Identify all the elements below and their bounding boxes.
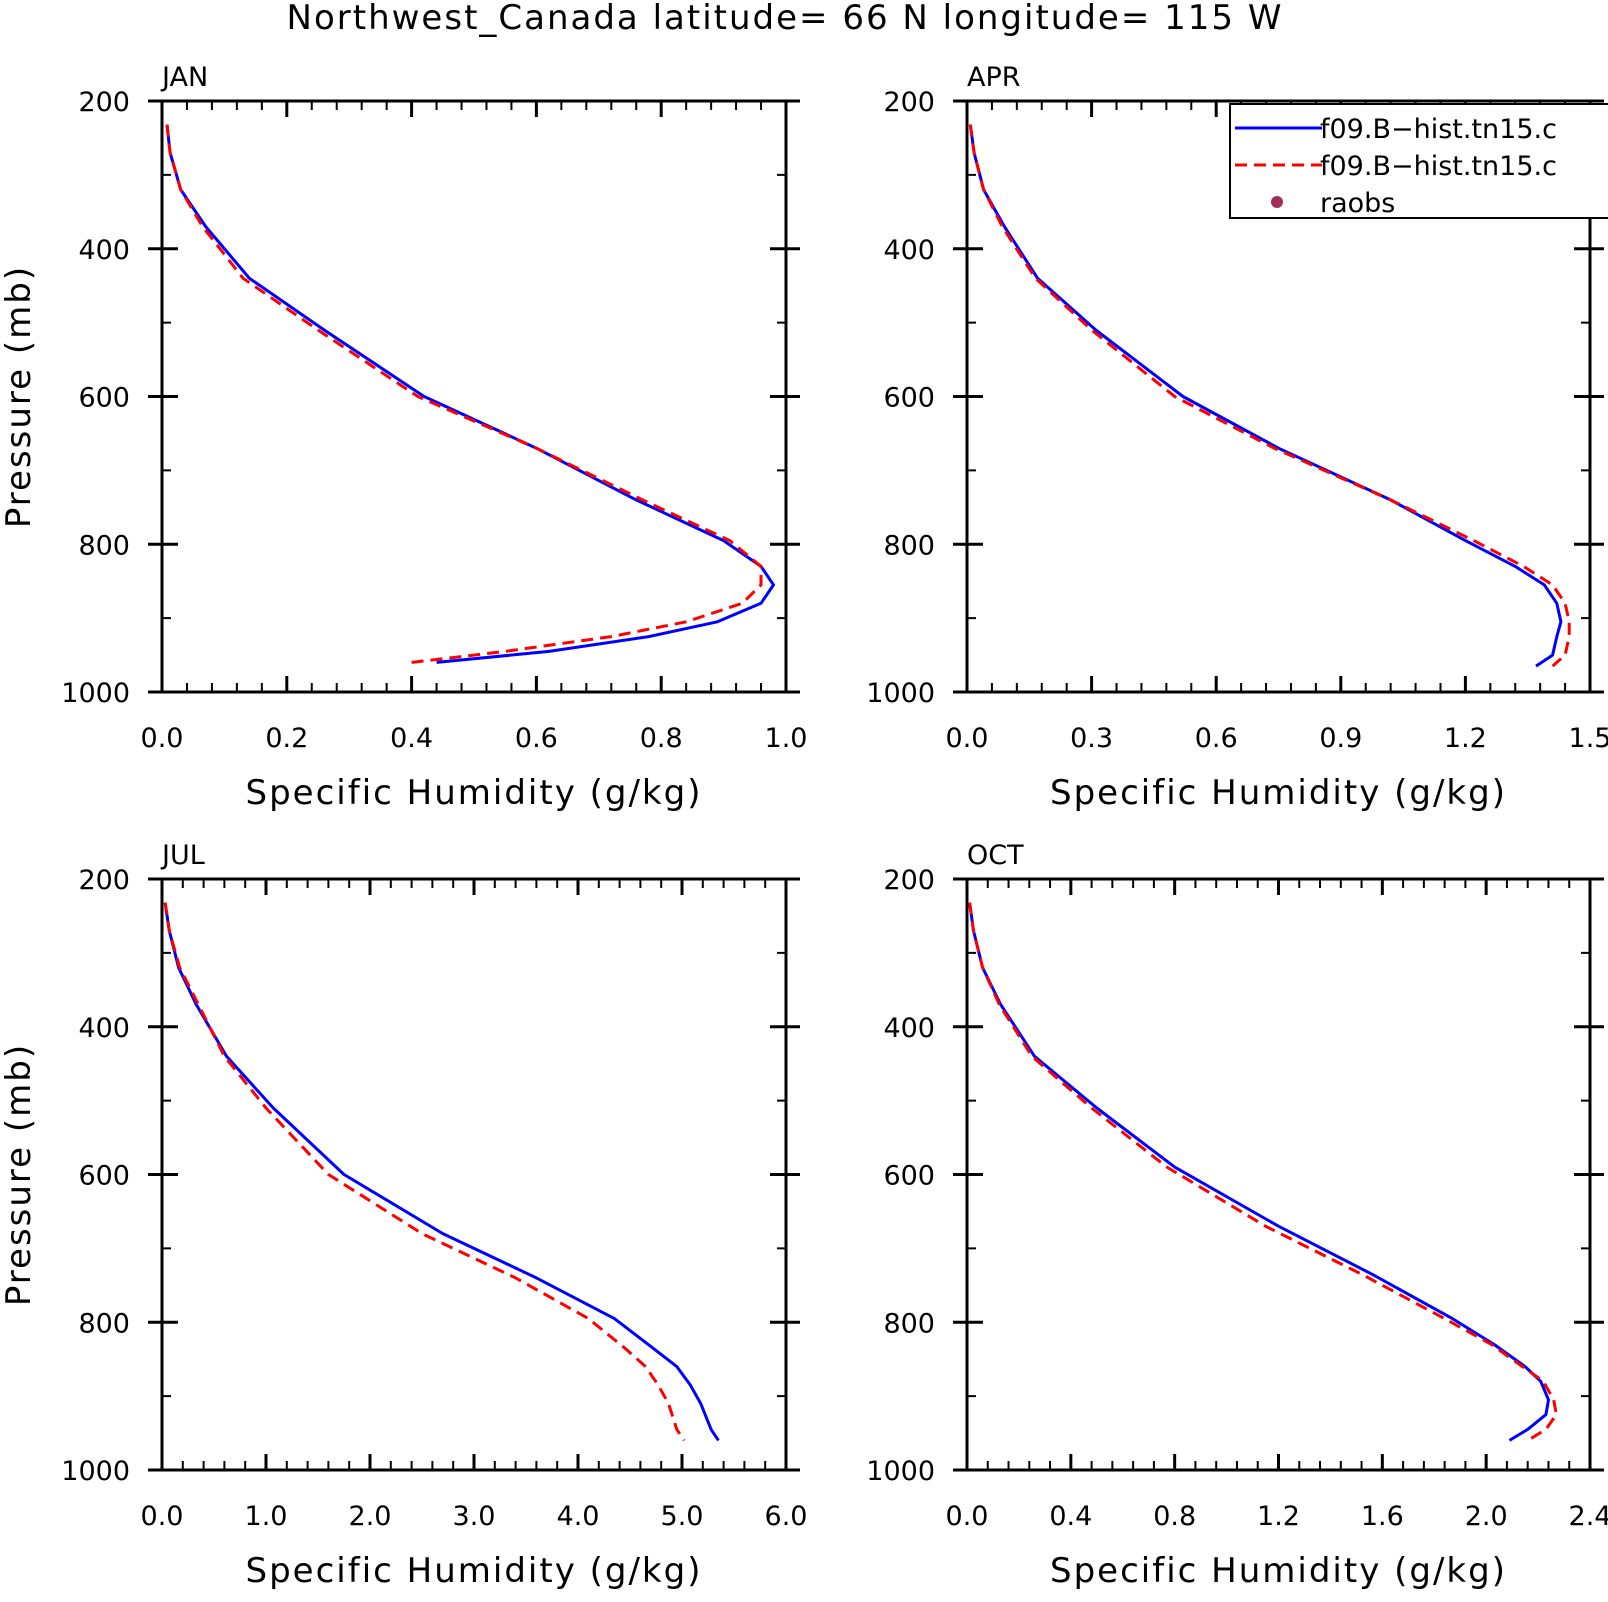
legend: f09.B−hist.tn15.c f09.B−hist.tn15.c raobs bbox=[1229, 103, 1608, 219]
y-tick-label: 1000 bbox=[866, 678, 935, 709]
x-tick-label: 0.6 bbox=[1195, 723, 1238, 754]
x-axis-label: Specific Humidity (g/kg) bbox=[1050, 773, 1507, 813]
x-tick-label: 0.8 bbox=[640, 723, 683, 754]
y-tick-label: 600 bbox=[883, 1161, 935, 1192]
y-axis-label: Pressure (mb) bbox=[0, 265, 39, 528]
x-tick-label: 0.3 bbox=[1070, 723, 1113, 754]
y-tick-label: 600 bbox=[78, 383, 130, 414]
y-tick-label: 1000 bbox=[866, 1456, 935, 1487]
x-axis-label: Specific Humidity (g/kg) bbox=[246, 1551, 703, 1591]
x-tick-label: 0.4 bbox=[1049, 1501, 1092, 1532]
x-tick-label: 0.0 bbox=[946, 723, 989, 754]
plot-frame bbox=[160, 877, 788, 1472]
x-tick-label: 0.0 bbox=[946, 1501, 989, 1532]
series-line-solid-blue bbox=[165, 124, 775, 664]
series-line-solid-blue bbox=[163, 902, 720, 1442]
x-tick-label: 4.0 bbox=[557, 1501, 600, 1532]
panel-label-jan: JAN bbox=[160, 62, 208, 93]
x-tick-label: 1.2 bbox=[1444, 723, 1487, 754]
y-tick-label: 1000 bbox=[61, 678, 130, 709]
legend-label: f09.B−hist.tn15.c bbox=[1320, 151, 1557, 182]
legend-label: f09.B−hist.tn15.c bbox=[1320, 114, 1557, 145]
y-axis-label: Pressure (mb) bbox=[0, 1043, 39, 1306]
y-tick-label: 200 bbox=[883, 865, 935, 896]
x-tick-label: 0.0 bbox=[141, 1501, 184, 1532]
x-tick-label: 1.0 bbox=[245, 1501, 288, 1532]
y-tick-label: 400 bbox=[883, 1013, 935, 1044]
y-tick-label: 600 bbox=[78, 1161, 130, 1192]
y-tick-label: 800 bbox=[883, 1308, 935, 1339]
x-tick-label: 5.0 bbox=[661, 1501, 704, 1532]
panel-label-oct: OCT bbox=[967, 840, 1024, 871]
y-tick-label: 800 bbox=[78, 1308, 130, 1339]
y-tick-label: 400 bbox=[78, 235, 130, 266]
x-tick-label: 0.0 bbox=[141, 723, 184, 754]
series-line-dashed-red bbox=[165, 124, 763, 664]
y-tick-label: 800 bbox=[78, 530, 130, 561]
legend-marker-dot bbox=[1271, 196, 1283, 208]
y-tick-label: 1000 bbox=[61, 1456, 130, 1487]
x-tick-label: 0.2 bbox=[265, 723, 308, 754]
y-tick-label: 800 bbox=[883, 530, 935, 561]
panel-label-jul: JUL bbox=[160, 840, 205, 871]
y-tick-label: 400 bbox=[883, 235, 935, 266]
y-tick-label: 200 bbox=[883, 87, 935, 118]
y-tick-label: 200 bbox=[78, 865, 130, 896]
panel-oct: 0.0 0.4 0.8 1.2 1.6 2.0 2.4 200 400 600 800 1000 OCT… bbox=[866, 840, 1608, 1591]
legend-box bbox=[1229, 103, 1608, 219]
x-axis-label: Specific Humidity (g/kg) bbox=[246, 773, 703, 813]
x-tick-label: 2.0 bbox=[349, 1501, 392, 1532]
x-axis-label: Specific Humidity (g/kg) bbox=[1050, 1551, 1507, 1591]
x-tick-label: 0.9 bbox=[1319, 723, 1362, 754]
panel-label-apr: APR bbox=[967, 62, 1021, 93]
y-tick-label: 600 bbox=[883, 383, 935, 414]
x-tick-label: 1.6 bbox=[1361, 1501, 1404, 1532]
series-line-solid-blue bbox=[968, 902, 1550, 1442]
x-tick-label: 0.6 bbox=[515, 723, 558, 754]
panels: 0.0 0.2 0.4 0.6 0.8 1.0 200 400 600 800 1000 JAN Spe… bbox=[0, 62, 1608, 1591]
figure-title: Northwest_Canada latitude= 66 N longitud… bbox=[287, 0, 1284, 38]
x-tick-label: 2.0 bbox=[1465, 1501, 1508, 1532]
x-tick-label: 1.5 bbox=[1569, 723, 1608, 754]
x-tick-label: 0.8 bbox=[1153, 1501, 1196, 1532]
x-tick-label: 3.0 bbox=[453, 1501, 496, 1532]
series-line-dashed-red bbox=[163, 902, 686, 1442]
x-tick-label: 1.2 bbox=[1257, 1501, 1300, 1532]
series-line-dashed-red bbox=[968, 902, 1558, 1442]
y-tick-label: 200 bbox=[78, 87, 130, 118]
legend-label: raobs bbox=[1320, 188, 1395, 219]
x-tick-label: 1.0 bbox=[765, 723, 808, 754]
panel-jul: 0.0 1.0 2.0 3.0 4.0 5.0 6.0 200 400 600 800 1000 JUL… bbox=[0, 840, 807, 1591]
x-tick-label: 0.4 bbox=[390, 723, 433, 754]
y-tick-label: 400 bbox=[78, 1013, 130, 1044]
x-tick-label: 6.0 bbox=[765, 1501, 808, 1532]
series-line-dashed-red bbox=[968, 124, 1571, 668]
panel-jan: 0.0 0.2 0.4 0.6 0.8 1.0 200 400 600 800 1000 JAN Spe… bbox=[0, 62, 807, 813]
plot-frame bbox=[965, 877, 1592, 1472]
plot-frame bbox=[160, 99, 788, 694]
x-tick-label: 2.4 bbox=[1569, 1501, 1608, 1532]
